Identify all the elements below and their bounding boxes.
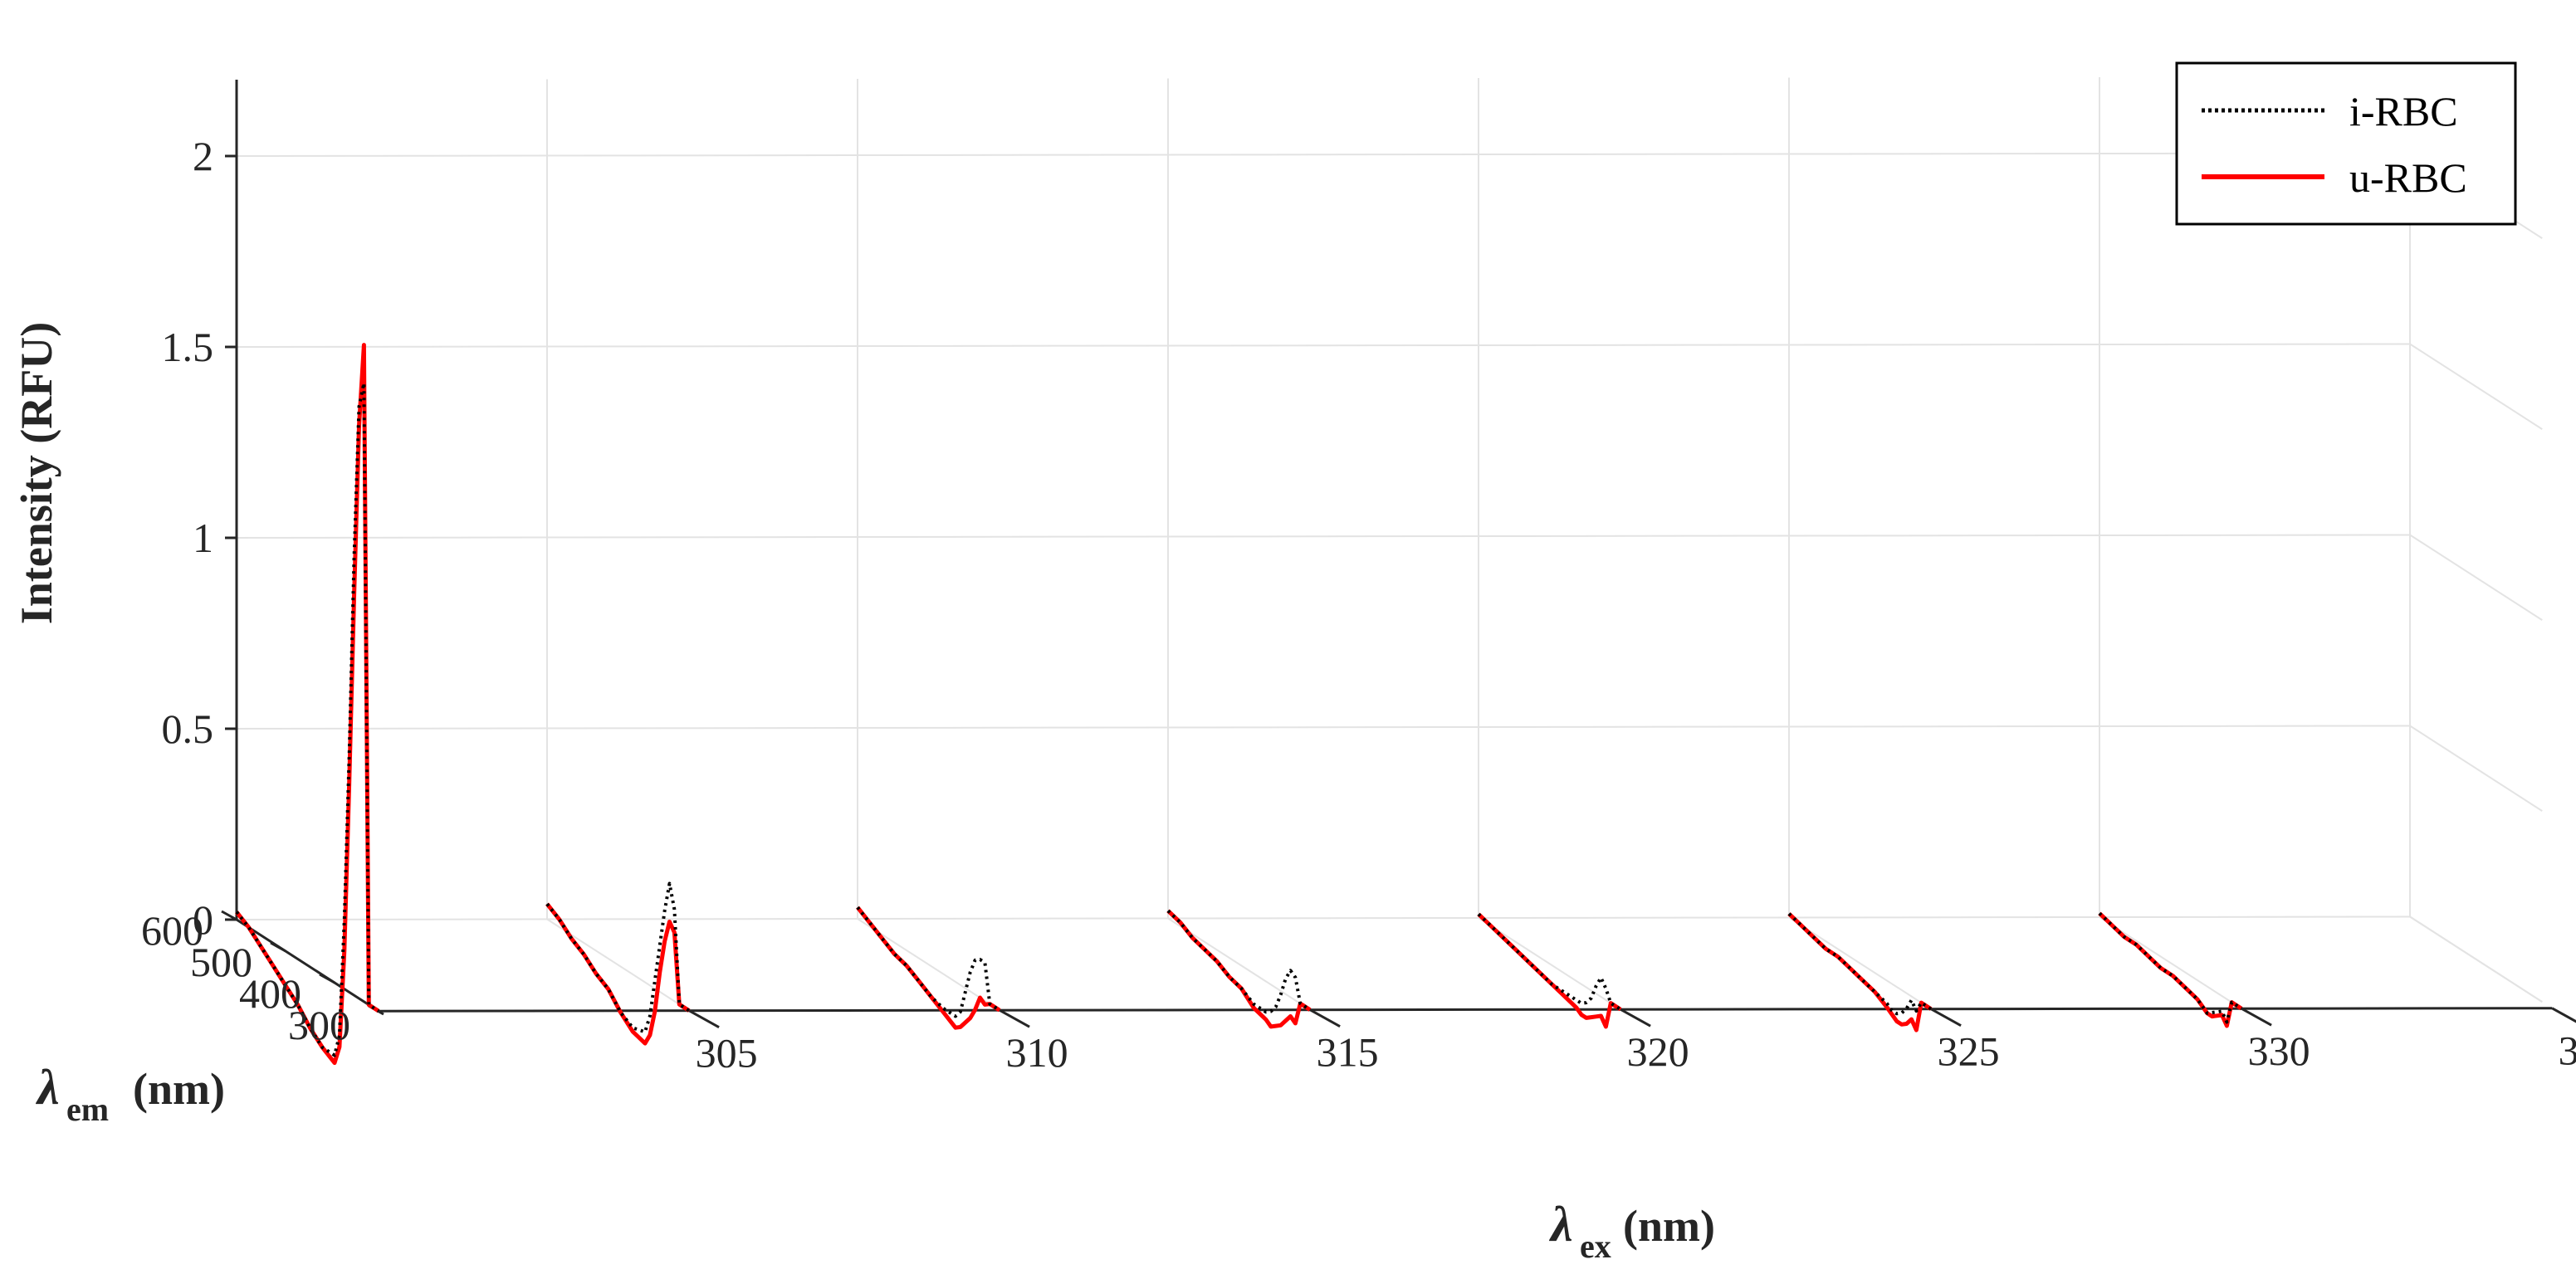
series-line-i-rbc-ex-320 <box>1477 912 1622 1011</box>
legend-box <box>2175 61 2517 226</box>
z-axis-title: Intensity (RFU) <box>12 322 61 624</box>
y-tick-label: 400 <box>239 970 301 1017</box>
x-tick-mark <box>2241 1007 2272 1027</box>
z-tick-label: 0.5 <box>162 705 214 752</box>
series-line-u-rbc-ex-305 <box>545 902 691 1046</box>
y-axis-title-subscript: em <box>66 1091 109 1128</box>
x-axis-title-symbol: λ <box>1548 1197 1573 1252</box>
grid-side-z-0 <box>2409 915 2543 1003</box>
y-axis-line <box>236 918 379 1013</box>
x-tick-label: 330 <box>2248 1028 2310 1074</box>
grid-floor-ex-325 <box>1788 916 1922 1003</box>
y-tick-mark <box>319 973 335 984</box>
x-tick-mark <box>1309 1008 1341 1028</box>
z-tick-label: 0 <box>193 896 213 943</box>
z-tick-label: 2 <box>193 133 213 179</box>
y-axis-title-symbol: λ <box>35 1060 60 1115</box>
legend-label-u-rbc: u-RBC <box>2349 154 2467 201</box>
legend-label-i-rbc: i-RBC <box>2349 88 2458 134</box>
x-tick-mark <box>999 1008 1030 1028</box>
x-tick-label: 320 <box>1627 1028 1689 1075</box>
x-axis-title-unit: (nm) <box>1623 1201 1715 1251</box>
grid-floor-ex-330 <box>2099 916 2232 1003</box>
y-tick-mark <box>270 941 286 953</box>
y-tick-label: 300 <box>288 1002 350 1048</box>
grid <box>236 76 2543 1006</box>
series-line-i-rbc-ex-330 <box>2098 911 2243 1024</box>
grid-side-z-3 <box>2409 343 2543 430</box>
series <box>235 343 2243 1066</box>
legend: i-RBC u-RBC <box>2175 61 2517 226</box>
x-tick-label: 325 <box>1938 1028 2000 1075</box>
y-tick-mark <box>221 910 237 921</box>
x-axis-title: λ ex (nm) <box>1548 1197 1715 1265</box>
series-line-i-rbc-ex-300 <box>235 381 380 1057</box>
x-tick-mark <box>2551 1007 2576 1023</box>
x-tick-label: 305 <box>696 1030 758 1076</box>
y-axis-title-unit: (nm) <box>133 1064 225 1114</box>
grid-line-z-4 <box>236 152 2411 157</box>
z-tick-label: 1.5 <box>162 324 214 370</box>
series-line-i-rbc-ex-315 <box>1166 909 1312 1014</box>
grid-line-z-3 <box>236 343 2411 348</box>
grid-line-z-2 <box>236 534 2411 539</box>
x-tick-label: 315 <box>1317 1029 1379 1076</box>
x-tick-mark <box>688 1009 720 1029</box>
x-axis-line <box>379 1007 2553 1013</box>
grid-line-z-1 <box>236 725 2411 730</box>
grid-side-z-2 <box>2409 534 2543 621</box>
series-line-u-rbc-ex-325 <box>1787 912 1933 1032</box>
z-tick-label: 1 <box>193 515 213 561</box>
series-line-u-rbc-ex-330 <box>2098 911 2243 1028</box>
x-axis-title-subscript: ex <box>1580 1228 1611 1265</box>
grid-floor-ex-320 <box>1478 917 1611 1004</box>
grid-side-z-1 <box>2409 725 2543 812</box>
x-tick-label: 335 <box>2559 1028 2576 1074</box>
grid-line-z-0 <box>236 915 2411 920</box>
series-line-u-rbc-ex-320 <box>1477 912 1622 1029</box>
x-tick-mark <box>1930 1008 1962 1028</box>
x-tick-mark <box>1620 1008 1651 1028</box>
y-tick-label: 600 <box>141 907 203 954</box>
x-tick-label: 310 <box>1006 1029 1068 1076</box>
series-line-i-rbc-ex-310 <box>856 906 1001 1018</box>
y-axis-title: λ em (nm) <box>35 1060 225 1128</box>
series-line-i-rbc-ex-325 <box>1787 912 1933 1016</box>
y-tick-label: 500 <box>190 939 252 985</box>
series-line-u-rbc-ex-310 <box>856 906 1001 1030</box>
